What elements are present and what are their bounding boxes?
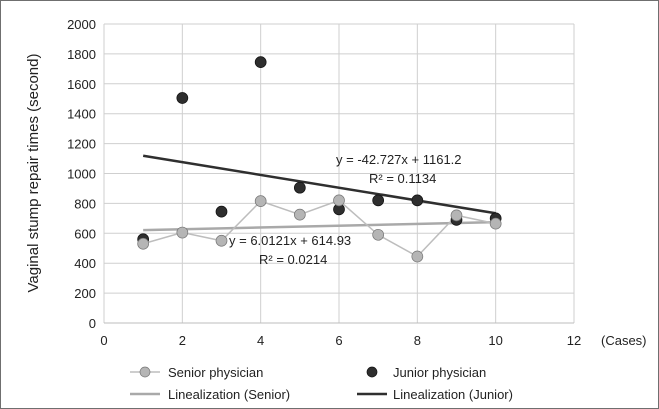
- senior-point-7: [372, 228, 385, 241]
- x-tick-label-4: 4: [257, 333, 264, 348]
- senior-point-10: [489, 217, 502, 230]
- senior-r2-label: R² = 0.0214: [259, 252, 327, 267]
- senior-equation-label: y = 6.0121x + 614.93: [229, 233, 351, 248]
- junior-r2-label: R² = 0.1134: [369, 171, 436, 186]
- y-axis-label: Vaginal stump repair times (second): [25, 54, 42, 293]
- senior-point-8: [411, 250, 424, 263]
- y-tick-label-400: 400: [74, 256, 96, 271]
- y-tick-label-1600: 1600: [67, 77, 96, 92]
- y-tick-label-800: 800: [74, 196, 96, 211]
- legend-senior-trend-label: Linealization (Senior): [168, 387, 290, 402]
- legend: Senior physician Junior physician Lineal…: [130, 365, 513, 402]
- senior-connector-line: [142, 199, 496, 258]
- senior-point-9: [450, 209, 463, 222]
- y-tick-label-2000: 2000: [67, 17, 96, 32]
- legend-junior-marker: [366, 366, 378, 378]
- senior-point-4: [254, 195, 267, 208]
- y-tick-label-1400: 1400: [67, 107, 96, 122]
- senior-point-6: [333, 194, 345, 207]
- junior-point-3: [215, 205, 228, 218]
- axes: 0 200 400 600 800 1000 1200 1400 1600 1800 2000 0 2 4…: [67, 17, 581, 348]
- trendlines: [142, 154, 496, 232]
- junior-point-5: [293, 181, 306, 194]
- x-tick-label-2: 2: [179, 333, 186, 348]
- data-points: [137, 56, 502, 263]
- legend-senior-label: Senior physician: [168, 365, 263, 380]
- series-connectors: [142, 199, 496, 258]
- trendline-annotations: y = -42.727x + 1161.2 R² = 0.1134 y = 6.…: [229, 152, 462, 267]
- senior-point-1: [137, 237, 150, 250]
- legend-junior-trend-label: Linealization (Junior): [393, 387, 513, 402]
- senior-point-3: [215, 234, 228, 247]
- junior-point-2: [176, 92, 189, 104]
- junior-equation-label: y = -42.727x + 1161.2: [336, 152, 462, 167]
- x-tick-label-10: 10: [488, 333, 502, 348]
- junior-point-4: [254, 56, 267, 68]
- y-tick-label-1800: 1800: [67, 47, 96, 62]
- junior-point-8: [411, 194, 424, 207]
- legend-senior-marker: [139, 366, 151, 378]
- grid-lines: [103, 23, 575, 324]
- x-tick-label-0: 0: [100, 333, 107, 348]
- x-tick-label-12: 12: [567, 333, 581, 348]
- senior-point-5: [293, 208, 306, 221]
- y-tick-label-1200: 1200: [67, 137, 96, 152]
- x-axis-label: (Cases): [601, 333, 647, 348]
- legend-junior-label: Junior physician: [393, 365, 486, 380]
- junior-point-7: [372, 194, 385, 207]
- x-tick-label-6: 6: [335, 333, 342, 348]
- y-tick-label-600: 600: [74, 226, 96, 241]
- senior-point-2: [176, 226, 189, 239]
- y-tick-label-1000: 1000: [67, 167, 96, 182]
- y-tick-label-200: 200: [74, 286, 96, 301]
- junior-trendline: [142, 154, 496, 215]
- y-tick-label-0: 0: [89, 316, 96, 331]
- senior-trendline: [143, 220, 496, 232]
- x-tick-label-8: 8: [414, 333, 421, 348]
